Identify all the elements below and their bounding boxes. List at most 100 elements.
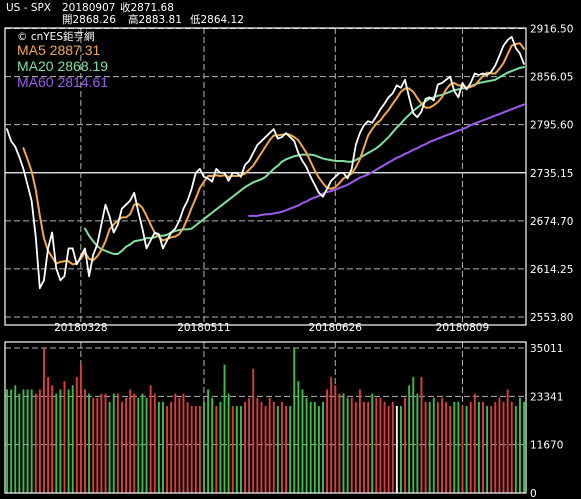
volume-bar	[453, 401, 456, 493]
legend-ma5: MA5 2887.31	[17, 42, 100, 58]
volume-bars	[6, 348, 525, 493]
volume-bar	[436, 401, 439, 493]
volume-bar	[104, 393, 107, 493]
volume-bar	[129, 389, 132, 493]
price-y-tick-label: 2916.50	[530, 24, 573, 36]
volume-bar	[112, 393, 115, 493]
chart-legend: © cnYES鉅亨網 MA5 2887.31 MA20 2868.19 MA60…	[17, 30, 108, 90]
price-y-tick-label: 2553.80	[530, 312, 573, 324]
volume-bar	[486, 406, 489, 493]
volume-bar	[88, 393, 91, 493]
volume-bar	[178, 397, 181, 493]
volume-bar	[55, 393, 58, 493]
price-y-tick-label: 2674.70	[530, 216, 573, 228]
volume-bar	[133, 393, 136, 493]
volume-bar	[309, 401, 312, 493]
volume-bar	[92, 397, 95, 493]
volume-bar	[239, 406, 242, 493]
price-x-tick-label: 20180511	[177, 322, 230, 334]
price-x-tick-label: 20180626	[309, 322, 363, 334]
price-panel-border	[4, 27, 527, 326]
volume-bar	[43, 348, 45, 493]
volume-bar	[383, 401, 386, 493]
high-price-label: 高2883.81	[128, 14, 182, 26]
volume-bar	[223, 364, 226, 493]
volume-bar	[71, 385, 74, 493]
volume-bar	[482, 401, 484, 493]
volume-bar	[473, 393, 476, 493]
volume-bar	[96, 397, 99, 493]
volume-bar	[498, 397, 501, 493]
price-x-axis: 20180328 20180511 20180626 20180809	[54, 322, 489, 334]
volume-bar	[67, 389, 70, 493]
volume-bar	[523, 401, 525, 493]
volume-bar	[285, 406, 288, 493]
volume-bar	[301, 389, 304, 493]
volume-bar	[182, 393, 185, 493]
volume-bar	[358, 389, 361, 493]
volume-bar	[469, 401, 472, 493]
legend-ma60: MA60 2814.61	[17, 74, 108, 90]
price-y-tick-label: 2795.60	[530, 120, 573, 132]
volume-bar	[461, 406, 464, 493]
volume-bar	[326, 389, 329, 493]
volume-bar	[281, 401, 283, 493]
volume-bar	[354, 401, 357, 493]
volume-bar	[416, 393, 419, 493]
volume-bar	[391, 401, 394, 493]
volume-grid	[5, 347, 526, 446]
volume-bar	[346, 397, 349, 493]
volume-bar	[51, 385, 54, 493]
volume-bar	[276, 406, 279, 493]
price-y-tick-label: 2856.05	[530, 72, 573, 84]
volume-bar	[363, 401, 365, 493]
volume-y-axis: 35011 23341 11670 0	[530, 343, 563, 499]
ma5-line	[22, 42, 525, 266]
volume-bar	[457, 401, 460, 493]
volume-bar	[125, 397, 127, 493]
volume-bar	[268, 397, 271, 493]
watermark-text: © cnYES鉅亨網	[17, 30, 94, 43]
volume-bar	[297, 381, 300, 493]
volume-bar	[120, 401, 123, 493]
volume-bar	[313, 401, 316, 493]
volume-bar	[108, 401, 111, 493]
volume-bar	[6, 389, 8, 493]
volume-bar	[330, 377, 333, 493]
volume-bar	[350, 397, 353, 493]
volume-bar	[514, 406, 517, 493]
volume-bar	[157, 401, 160, 493]
volume-bar	[227, 393, 230, 493]
volume-y-tick-label: 23341	[530, 391, 563, 403]
volume-bar	[38, 389, 41, 493]
volume-bar	[252, 368, 255, 493]
volume-bar	[149, 385, 152, 493]
volume-bar	[141, 393, 144, 493]
volume-bar	[264, 406, 267, 493]
volume-bar	[371, 393, 374, 493]
volume-bar	[367, 401, 370, 493]
volume-bar	[477, 401, 480, 493]
volume-bar	[305, 397, 308, 493]
volume-bar	[412, 377, 415, 493]
price-x-tick-label: 20180328	[54, 322, 107, 334]
price-lines	[6, 35, 525, 290]
volume-bar	[510, 401, 513, 493]
volume-bar	[465, 406, 468, 493]
low-price-label: 低2864.12	[190, 14, 244, 26]
volume-bar	[379, 397, 382, 493]
volume-bar	[256, 397, 259, 493]
volume-bar	[145, 397, 148, 493]
volume-bar	[400, 406, 402, 493]
legend-ma20: MA20 2868.19	[17, 58, 108, 74]
price-y-tick-label: 2735.15	[530, 168, 573, 180]
volume-bar	[293, 348, 296, 493]
volume-bar	[322, 401, 324, 493]
volume-bar	[272, 401, 275, 493]
date-label: 20180907	[62, 2, 116, 14]
volume-bar	[203, 401, 205, 493]
volume-bar	[75, 377, 78, 493]
volume-bar	[198, 406, 201, 493]
volume-bar	[79, 364, 82, 493]
volume-bar	[408, 385, 411, 493]
